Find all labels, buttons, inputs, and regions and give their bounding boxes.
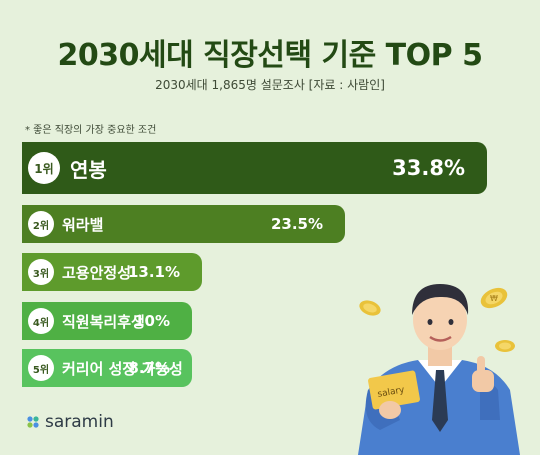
- rank-badge: 5위: [28, 355, 54, 381]
- rank-badge: 3위: [28, 259, 54, 285]
- salary-card: [368, 370, 420, 410]
- saramin-logo-icon: [27, 416, 39, 428]
- tie: [432, 370, 448, 432]
- bar-5: 5위 커리어 성장 가능성 8.7%: [22, 349, 192, 387]
- bar-label: 직원복리후생: [62, 312, 145, 331]
- bar-4: 4위 직원복리후생 10%: [22, 302, 192, 340]
- bar-value: 33.8%: [392, 156, 465, 180]
- coin-icon: [495, 340, 515, 352]
- coin-icon: [480, 287, 508, 309]
- saramin-logo-text: saramin: [45, 412, 114, 432]
- rank-badge: 2위: [28, 211, 54, 237]
- bar-label: 커리어 성장 가능성: [62, 359, 183, 378]
- bar-label: 워라밸: [62, 215, 104, 234]
- chart-note: * 좋은 직장의 가장 중요한 조건: [25, 125, 157, 136]
- rank-badge: 4위: [28, 308, 54, 334]
- bar-label: 연봉: [70, 157, 107, 182]
- bar-value: 8.7%: [128, 359, 170, 377]
- businessman-illustration: ₩ salary: [358, 284, 520, 455]
- bar-1: 1위 연봉 33.8%: [22, 142, 487, 194]
- salary-card-text: salary: [377, 385, 406, 400]
- thumbs-up-icon: [472, 370, 494, 392]
- bar-label: 고용안정성: [62, 263, 132, 282]
- bar-value: 13.1%: [127, 263, 180, 281]
- bar-value: 10%: [134, 312, 170, 330]
- face: [413, 290, 467, 350]
- hair: [412, 284, 469, 315]
- bar-value: 23.5%: [270, 215, 323, 233]
- rank-badge: 1위: [28, 152, 60, 184]
- coin-symbol: ₩: [490, 294, 498, 303]
- chart-subtitle: 2030세대 1,865명 설문조사 [자료 : 사람인]: [155, 78, 385, 92]
- bar-3: 3위 고용안정성 13.1%: [22, 253, 202, 291]
- bar-2: 2위 워라밸 23.5%: [22, 205, 345, 243]
- saramin-logo: saramin: [26, 412, 114, 432]
- chart-title: 2030세대 직장선택 기준 TOP 5: [57, 38, 483, 73]
- coin-icon: [359, 300, 381, 316]
